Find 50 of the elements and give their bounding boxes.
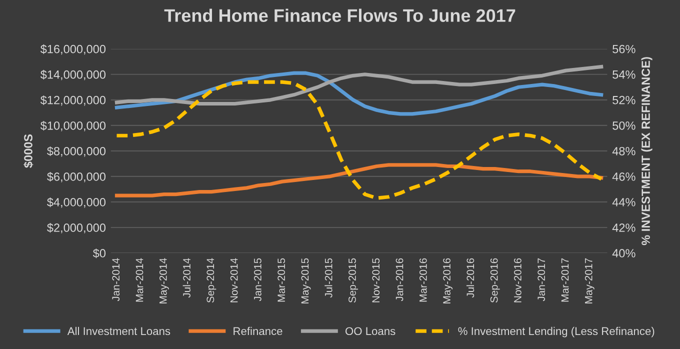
y2-tick-label: 46% bbox=[612, 172, 636, 181]
x-tick-label: May-2014 bbox=[159, 258, 169, 304]
x-tick-label: Mar-2016 bbox=[419, 258, 427, 302]
legend-label: All Investment Loans bbox=[67, 326, 170, 336]
y2-tick-label: 42% bbox=[612, 224, 636, 232]
x-tick-label: Jan-2016 bbox=[396, 258, 404, 302]
y2-tick-label: 50% bbox=[612, 121, 636, 130]
y-tick-label: $0 bbox=[92, 248, 106, 258]
x-tick-label: Mar-2015 bbox=[278, 258, 286, 302]
x-tick-label: May-2015 bbox=[301, 258, 311, 304]
y-tick-label: $16,000,000 bbox=[40, 44, 106, 55]
y-tick-label: $12,000,000 bbox=[40, 95, 106, 106]
line-series bbox=[114, 71, 604, 116]
y2-tick-label: 44% bbox=[612, 198, 636, 206]
legend-label: % Investment Lending (Less Refinance) bbox=[458, 326, 654, 338]
line-series bbox=[114, 163, 604, 198]
x-tick-label: Jan-2014 bbox=[112, 258, 120, 302]
y2-tick-label: 48% bbox=[612, 146, 636, 156]
y2-tick-label: 40% bbox=[612, 249, 636, 258]
line-series bbox=[114, 64, 604, 106]
x-tick-label: Sep-2014 bbox=[206, 258, 216, 303]
x-tick-label: Nov-2014 bbox=[230, 258, 238, 302]
x-tick-label: Jan-2017 bbox=[538, 258, 546, 302]
x-tick-label: Mar-2017 bbox=[561, 258, 569, 302]
x-tick-label: Jul-2014 bbox=[182, 258, 190, 298]
x-tick-label: Nov-2016 bbox=[514, 258, 522, 302]
x-tick-label: Jan-2015 bbox=[254, 258, 262, 302]
y2-tick-label: 52% bbox=[612, 96, 636, 104]
x-tick-label: Jul-2016 bbox=[466, 258, 474, 298]
x-tick-label: Mar-2014 bbox=[136, 258, 144, 302]
x-tick-label: May-2016 bbox=[443, 258, 453, 304]
line-series bbox=[114, 80, 604, 200]
x-tick-label: Sep-2016 bbox=[490, 258, 500, 303]
y-tick-label: $10,000,000 bbox=[40, 120, 106, 132]
legend-label: Refinance bbox=[234, 326, 282, 336]
y-tick-label: $8,000,000 bbox=[47, 146, 106, 157]
y-tick-label: $4,000,000 bbox=[47, 198, 106, 208]
x-tick-label: Sep-2015 bbox=[348, 258, 358, 303]
y2-tick-label: 54% bbox=[612, 70, 636, 79]
y-axis-title: $000S bbox=[24, 134, 34, 168]
x-tick-label: May-2017 bbox=[584, 258, 594, 304]
chart-title: Trend Home Finance Flows To June 2017 bbox=[164, 8, 516, 22]
y-tick-label: $6,000,000 bbox=[47, 172, 106, 182]
y-tick-label: $2,000,000 bbox=[47, 223, 106, 234]
x-tick-label: Nov-2015 bbox=[372, 258, 380, 302]
y2-axis-title: % INVESTMENT (EX REFINANCE) bbox=[641, 57, 652, 246]
legend-label: OO Loans bbox=[346, 327, 396, 336]
y2-tick-label: 56% bbox=[612, 44, 636, 54]
x-tick-label: Jul-2015 bbox=[324, 258, 332, 298]
y-tick-label: $14,000,000 bbox=[40, 70, 106, 80]
